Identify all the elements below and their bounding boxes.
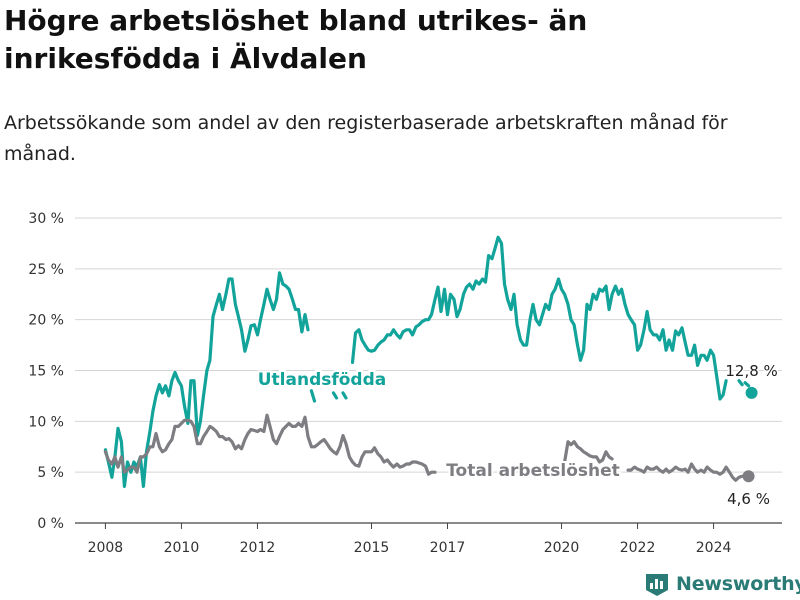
series-line-total-arbetslöshet — [103, 413, 437, 476]
y-tick-label: 10 % — [28, 414, 64, 430]
x-tick-label: 2015 — [354, 540, 390, 556]
series-line-total-arbetslöshet — [563, 440, 614, 464]
brand: Newsworthy — [644, 568, 800, 600]
series-line-utlandsfödda — [737, 379, 744, 387]
end-point-total-arbetslöshet — [742, 470, 755, 483]
series-labels: 12,8 % Utlandsfödda 4,6 % Total arbetslöshe… — [256, 360, 780, 509]
gridlines — [75, 217, 782, 524]
brand-name: Newsworthy — [676, 573, 800, 595]
chart-subtitle: Arbetssökande som andel av den registerb… — [4, 112, 728, 165]
series-label-total-arbetslöshet: Total arbetslöshet — [446, 461, 620, 481]
y-tick-label: 25 % — [28, 262, 64, 278]
y-tick-label: 15 % — [28, 364, 64, 380]
series-lines — [103, 235, 758, 488]
series-line-utlandsfödda — [331, 391, 339, 400]
x-tick-label: 2008 — [88, 540, 124, 556]
end-value-label-utlandsfödda: 12,8 % — [725, 362, 777, 380]
end-point-utlandsfödda — [745, 386, 758, 399]
series-label-utlandsfödda: Utlandsfödda — [258, 370, 387, 390]
x-tick-label: 2012 — [240, 540, 276, 556]
x-tick-label: 2024 — [696, 540, 732, 556]
y-tick-label: 20 % — [28, 313, 64, 329]
y-tick-label: 5 % — [37, 465, 64, 481]
y-tick-label: 0 % — [37, 516, 64, 532]
x-tick-label: 2017 — [430, 540, 466, 556]
page-title: Högre arbetslöshet bland utrikes- än inr… — [4, 4, 588, 75]
x-tick-label: 2022 — [620, 540, 656, 556]
series-line-utlandsfödda — [341, 391, 348, 400]
end-value-label-total-arbetslöshet: 4,6 % — [727, 490, 770, 508]
x-tick-label: 2020 — [544, 540, 580, 556]
newsworthy-logo-icon — [646, 574, 668, 596]
series-line-utlandsfödda — [743, 381, 751, 388]
series-line-utlandsfödda — [309, 389, 317, 403]
series-line-total-arbetslöshet — [626, 462, 744, 482]
series-line-utlandsfödda — [350, 235, 728, 401]
y-tick-label: 30 % — [28, 211, 64, 227]
x-tick-label: 2010 — [164, 540, 200, 556]
axes: 0 % 5 % 10 % 15 % 20 % 25 % 30 % 2008 2010 2012 20… — [28, 211, 731, 556]
